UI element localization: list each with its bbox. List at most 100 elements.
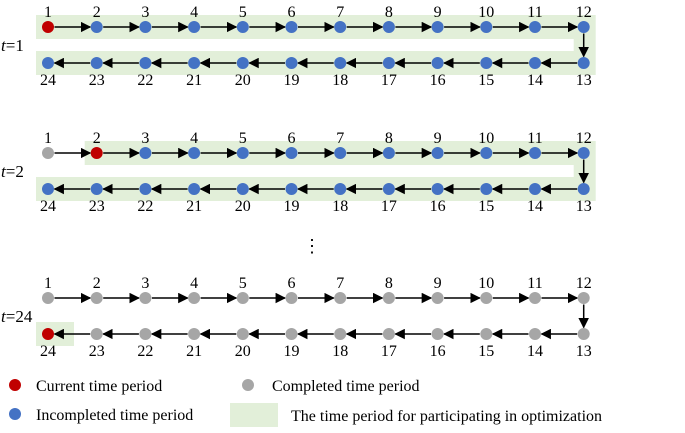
incompleted-period-node [285,183,298,195]
optimization-band [36,141,596,201]
panel-t24: 1 2 3 4 5 6 7 8 9 10 11 12131415161718192021222324t… [1,275,592,360]
completed-period-node [334,328,347,340]
period-number-label: 11 [527,275,542,292]
completed-period-node [42,292,54,304]
period-number-label: 10 [478,130,494,147]
period-number-label: 22 [137,343,153,360]
period-number-label: 15 [478,198,494,215]
incompleted-period-node [480,57,493,69]
period-number-label: 20 [235,72,251,89]
period-number-label: 13 [576,198,592,215]
period-number-label: 5 [239,275,247,292]
time-step-variable: t [1,162,7,181]
incompleted-period-node [42,57,54,69]
time-step-value: =1 [6,36,24,55]
optimization-band [36,15,596,75]
time-step-variable: t [1,36,7,55]
incompleted-period-node [90,183,103,195]
period-number-label: 15 [478,343,494,360]
completed-period-node [577,292,590,304]
period-number-label: 13 [576,343,592,360]
legend-completed-label: Completed time period [272,378,420,395]
period-number-label: 5 [239,4,247,21]
incompleted-period-node [334,183,347,195]
period-number-label: 19 [284,343,300,360]
legend-optimization-label: The time period for participating in opt… [291,408,602,425]
period-number-label: 8 [385,4,393,21]
panel-t1: 1 2 3 4 5 6 7 8 9 10 11 12131415161718192021222324t… [1,4,596,89]
time-step-variable: t [1,307,7,326]
incompleted-period-node [529,57,541,69]
period-number-label: 6 [288,130,296,147]
time-step-label: t=2 [1,162,24,181]
period-number-label: 18 [332,198,348,215]
incompleted-period-node [382,183,395,195]
time-step-value: =24 [6,307,33,326]
completed-period-node [529,292,541,304]
incompleted-period-node [236,57,249,69]
completed-period-node [382,292,395,304]
period-number-label: 9 [434,275,442,292]
completed-period-node [334,292,347,304]
period-number-label: 24 [40,198,56,215]
period-number-label: 12 [576,130,592,147]
period-number-label: 24 [40,343,56,360]
period-number-label: 19 [284,72,300,89]
incompleted-period-node [529,183,541,195]
incompleted-period-node [334,147,347,159]
period-number-label: 1 [44,275,52,292]
period-number-label: 10 [478,275,494,292]
period-number-label: 16 [430,72,446,89]
period-number-label: 17 [381,198,397,215]
incompleted-period-node [285,147,298,159]
completed-period-node [480,292,493,304]
incompleted-period-node [90,21,103,33]
incompleted-period-node [139,147,152,159]
incompleted-period-node [529,147,541,159]
period-number-label: 7 [336,275,344,292]
incompleted-period-node [188,21,201,33]
time-step-value: =2 [6,162,24,181]
period-number-label: 13 [576,72,592,89]
incompleted-period-node [480,147,493,159]
period-number-label: 23 [89,72,105,89]
legend-current-marker [9,379,21,391]
incompleted-period-node [42,183,54,195]
period-number-label: 12 [576,4,592,21]
incompleted-period-node [236,183,249,195]
period-number-label: 22 [137,198,153,215]
time-step-label: t=1 [1,36,24,55]
completed-period-node [236,292,249,304]
period-number-label: 9 [434,130,442,147]
incompleted-period-node [382,147,395,159]
period-number-label: 21 [186,198,202,215]
incompleted-period-node [236,21,249,33]
incompleted-period-node [431,21,444,33]
period-number-label: 5 [239,130,247,147]
period-number-label: 1 [44,130,52,147]
period-number-label: 2 [93,4,101,21]
incompleted-period-node [577,57,590,69]
period-number-label: 1 [44,4,52,21]
legend: Current time period Completed time perio… [9,378,602,427]
period-number-label: 11 [527,4,542,21]
period-number-label: 7 [336,4,344,21]
incompleted-period-node [577,21,590,33]
completed-period-node [139,328,152,340]
time-step-label: t=24 [1,307,33,326]
incompleted-period-node [285,57,298,69]
incompleted-period-node [285,21,298,33]
incompleted-period-node [188,147,201,159]
period-number-label: 3 [141,130,149,147]
completed-period-node [480,328,493,340]
period-number-label: 9 [434,4,442,21]
period-number-label: 12 [576,275,592,292]
period-number-label: 24 [40,72,56,89]
incompleted-period-node [139,57,152,69]
period-number-label: 6 [288,275,296,292]
period-number-label: 8 [385,130,393,147]
legend-incompleted-label: Incompleted time period [36,407,193,424]
completed-period-node [236,328,249,340]
period-number-label: 2 [93,275,101,292]
